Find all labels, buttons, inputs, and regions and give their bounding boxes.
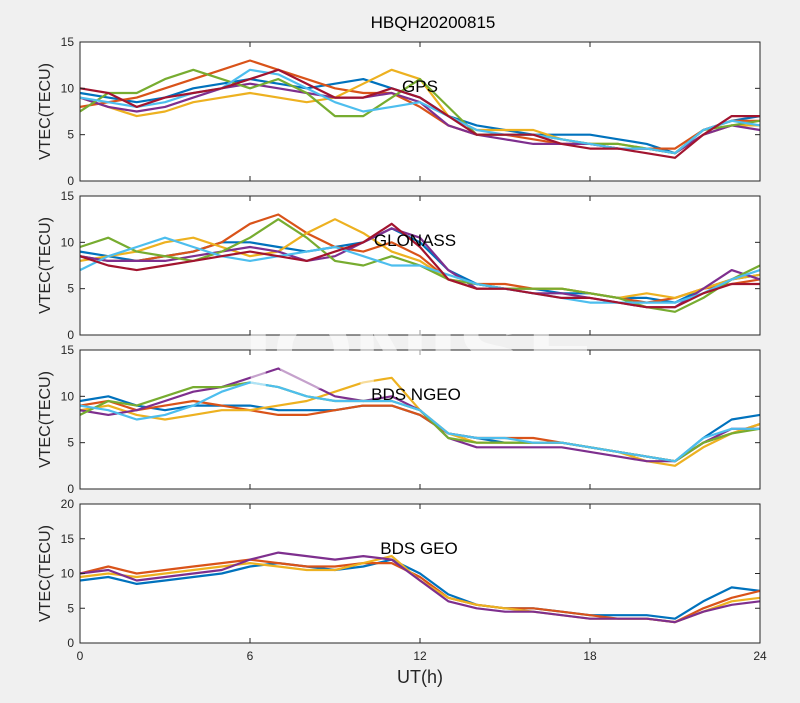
axes-background [80, 350, 760, 489]
y-axis-label: VTEC(TECU) [37, 525, 54, 622]
figure-title: HBQH20200815 [371, 13, 496, 32]
y-tick-label: 10 [61, 567, 75, 581]
x-axis-label: UT(h) [397, 667, 443, 687]
y-axis-label: VTEC(TECU) [37, 371, 54, 468]
y-tick-label: 0 [67, 328, 74, 342]
y-tick-label: 5 [67, 601, 74, 615]
y-tick-label: 0 [67, 636, 74, 650]
x-tick-label: 24 [753, 649, 767, 663]
y-tick-label: 15 [61, 35, 75, 49]
y-tick-label: 15 [61, 532, 75, 546]
x-tick-label: 0 [77, 649, 84, 663]
y-tick-label: 5 [67, 128, 74, 142]
y-tick-label: 15 [61, 343, 75, 357]
panel-gps: 0 5 10 15 VTEC(TECU) GPS [37, 35, 761, 188]
panel-glonass: 0 5 10 15 VTEC(TECU) GLONASS [37, 189, 761, 342]
series-line-7 [80, 68, 760, 159]
series-group [80, 551, 760, 624]
x-tick-label: 12 [413, 649, 427, 663]
axes-background [80, 42, 760, 181]
x-tick-label: 18 [583, 649, 597, 663]
watermark-text: IONISE [244, 295, 597, 411]
series-line-6 [80, 236, 760, 304]
y-tick-label: 0 [67, 482, 74, 496]
y-tick-label: 20 [61, 497, 75, 511]
y-axis-label: VTEC(TECU) [37, 63, 54, 160]
y-tick-label: 5 [67, 436, 74, 450]
series-line-3 [80, 218, 760, 299]
y-tick-label: 10 [61, 235, 75, 249]
y-axis-label: VTEC(TECU) [37, 217, 54, 314]
panel-annotation: BDS GEO [380, 539, 457, 558]
series-line-4 [80, 551, 760, 624]
x-tick-label: 6 [247, 649, 254, 663]
y-tick-label: 0 [67, 174, 74, 188]
series-group [80, 59, 760, 159]
panel-annotation: GLONASS [374, 231, 456, 250]
series-line-7 [80, 222, 760, 309]
series-line-6 [80, 381, 760, 463]
y-tick-label: 10 [61, 81, 75, 95]
series-group [80, 213, 760, 313]
y-tick-label: 15 [61, 189, 75, 203]
panel-bds-ngeo: 0 5 10 15 VTEC(TECU) BDS NGEO [37, 343, 761, 496]
series-group [80, 367, 760, 467]
panel-annotation: BDS NGEO [371, 385, 461, 404]
series-line-1 [80, 558, 760, 620]
panel-bds-geo: 0 5 10 15 20 0 6 12 18 24 VTEC(TECU) UT(h) BDS GEO [37, 497, 767, 687]
panel-annotation: GPS [402, 77, 438, 96]
y-tick-label: 10 [61, 389, 75, 403]
y-tick-label: 5 [67, 282, 74, 296]
